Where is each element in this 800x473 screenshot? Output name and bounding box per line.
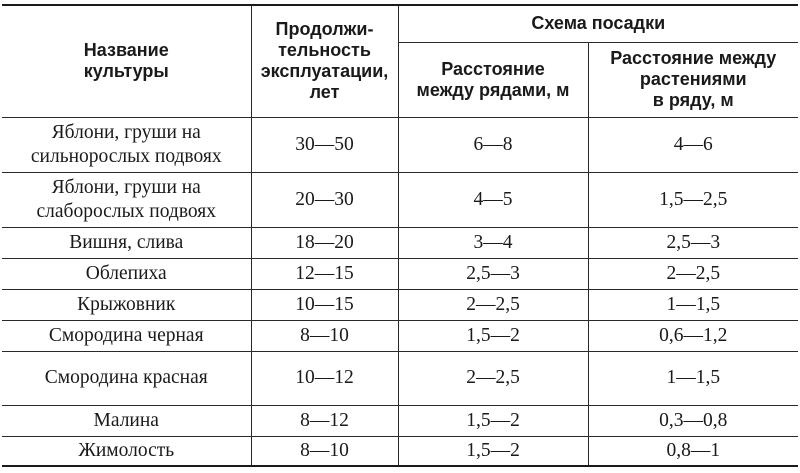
cell-row-spacing: 2—2,5 — [397, 288, 589, 321]
cell-culture-name: Смородина черная — [2, 319, 252, 352]
cell-duration: 30—50 — [250, 116, 399, 173]
table-body: Яблони, груши на сильнорослых подвоях 30… — [2, 116, 799, 467]
table-row: Яблони, груши на сильнорослых подвоях 30… — [2, 116, 799, 173]
cell-culture-name: Яблони, груши на сильнорослых подвоях — [2, 116, 252, 173]
cell-culture-name: Жимолость — [2, 435, 252, 467]
header-row-spacing: Расстояние между рядами, м — [398, 41, 589, 118]
header-plant-spacing: Расстояние между растениями в ряду, м — [587, 41, 799, 118]
cell-culture-name: Малина — [2, 404, 252, 437]
header-planting-scheme: Схема посадки — [397, 4, 799, 43]
cell-culture-name: Крыжовник — [2, 288, 252, 321]
cell-duration: 12—15 — [250, 257, 399, 290]
cell-plant-spacing: 4—6 — [587, 116, 799, 173]
cell-culture-name: Смородина красная — [2, 350, 252, 406]
table-row: Жимолость 8—10 1,5—2 0,8—1 — [2, 435, 799, 467]
cell-plant-spacing: 0,3—0,8 — [587, 404, 799, 437]
cell-culture-name: Вишня, слива — [2, 226, 252, 259]
cell-plant-spacing: 2—2,5 — [587, 257, 799, 290]
table-row: Крыжовник 10—15 2—2,5 1—1,5 — [2, 288, 799, 321]
cell-duration: 8—10 — [250, 319, 399, 352]
planting-table: Название культуры Продолжи- тельность эк… — [2, 4, 799, 467]
table-row: Малина 8—12 1,5—2 0,3—0,8 — [2, 404, 799, 437]
cell-plant-spacing: 1,5—2,5 — [587, 171, 799, 228]
cell-plant-spacing: 1—1,5 — [587, 288, 799, 321]
table-row: Вишня, слива 18—20 3—4 2,5—3 — [2, 226, 799, 259]
cell-row-spacing: 1,5—2 — [397, 319, 589, 352]
table-row: Смородина черная 8—10 1,5—2 0,6—1,2 — [2, 319, 799, 352]
cell-row-spacing: 1,5—2 — [397, 435, 589, 467]
cell-duration: 8—12 — [250, 404, 399, 437]
cell-row-spacing: 3—4 — [397, 226, 589, 259]
cell-duration: 18—20 — [250, 226, 399, 259]
cell-plant-spacing: 1—1,5 — [587, 350, 799, 406]
table-row: Яблони, груши на слаборослых подвоях 20—… — [2, 171, 799, 228]
cell-culture-name: Облепиха — [2, 257, 252, 290]
cell-row-spacing: 2—2,5 — [397, 350, 589, 406]
cell-plant-spacing: 2,5—3 — [587, 226, 799, 259]
table-header: Название культуры Продолжи- тельность эк… — [2, 4, 799, 118]
cell-row-spacing: 2,5—3 — [397, 257, 589, 290]
header-culture-name: Название культуры — [2, 4, 252, 118]
table-row: Смородина красная 10—12 2—2,5 1—1,5 — [2, 350, 799, 406]
cell-plant-spacing: 0,6—1,2 — [587, 319, 799, 352]
table-row: Облепиха 12—15 2,5—3 2—2,5 — [2, 257, 799, 290]
cell-duration: 10—12 — [250, 350, 399, 406]
header-row-top: Название культуры Продолжи- тельность эк… — [2, 4, 799, 118]
cell-culture-name: Яблони, груши на слаборослых подвоях — [2, 171, 252, 228]
header-duration: Продолжи- тельность эксплуатации, лет — [250, 4, 399, 118]
cell-duration: 8—10 — [250, 435, 399, 467]
cell-duration: 10—15 — [250, 288, 399, 321]
cell-duration: 20—30 — [250, 171, 399, 228]
cell-row-spacing: 4—5 — [397, 171, 589, 228]
cell-row-spacing: 6—8 — [397, 116, 589, 173]
cell-plant-spacing: 0,8—1 — [587, 435, 799, 467]
cell-row-spacing: 1,5—2 — [397, 404, 589, 437]
